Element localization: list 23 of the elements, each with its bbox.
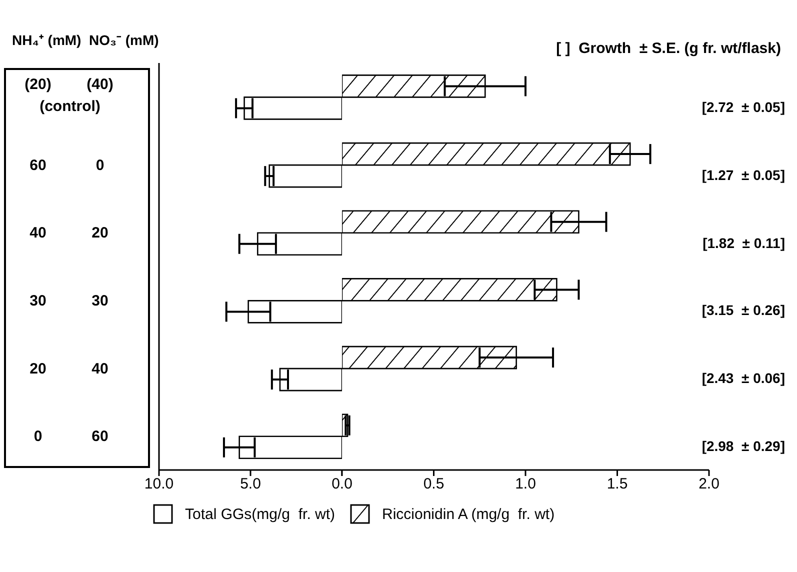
category-label: (20) (40) (control) [24,76,114,115]
annotation: [2.72 ± 0.05] [702,98,785,115]
category-label: 0 60 [34,428,108,446]
y-axis-title: NH₄⁺ (mM) NO₃⁻ (mM) [12,31,159,49]
x-tick-label: 1.5 [606,476,628,493]
category-label: 60 0 [30,156,104,174]
annotation: [3.15 ± 0.26] [702,302,785,318]
x-tick-label: 0.0 [332,476,352,493]
annotation: [2.98 ± 0.29] [702,438,785,454]
annotation: [2.43 ± 0.06] [702,370,785,386]
x-tick-label: 1.0 [515,476,536,493]
legend-label: Total GGs(mg/g fr. wt) [185,506,336,522]
category-label: 30 30 [30,292,108,310]
x-tick-label: 5.0 [240,476,261,493]
category-label: 20 40 [30,360,108,378]
annotation: [1.82 ± 0.11] [702,234,785,251]
x-tick-label: 2.0 [698,476,720,493]
x-tick-label: 10.0 [144,476,174,493]
chart-title: [ ] Growth ± S.E. (g fr. wt/flask) [556,40,781,57]
category-label: 40 20 [30,224,108,242]
legend-label: Riccionidin A (mg/g fr. wt) [382,506,555,522]
annotation: [1.27 ± 0.05] [702,166,785,183]
x-tick-label: 0.5 [423,476,444,493]
